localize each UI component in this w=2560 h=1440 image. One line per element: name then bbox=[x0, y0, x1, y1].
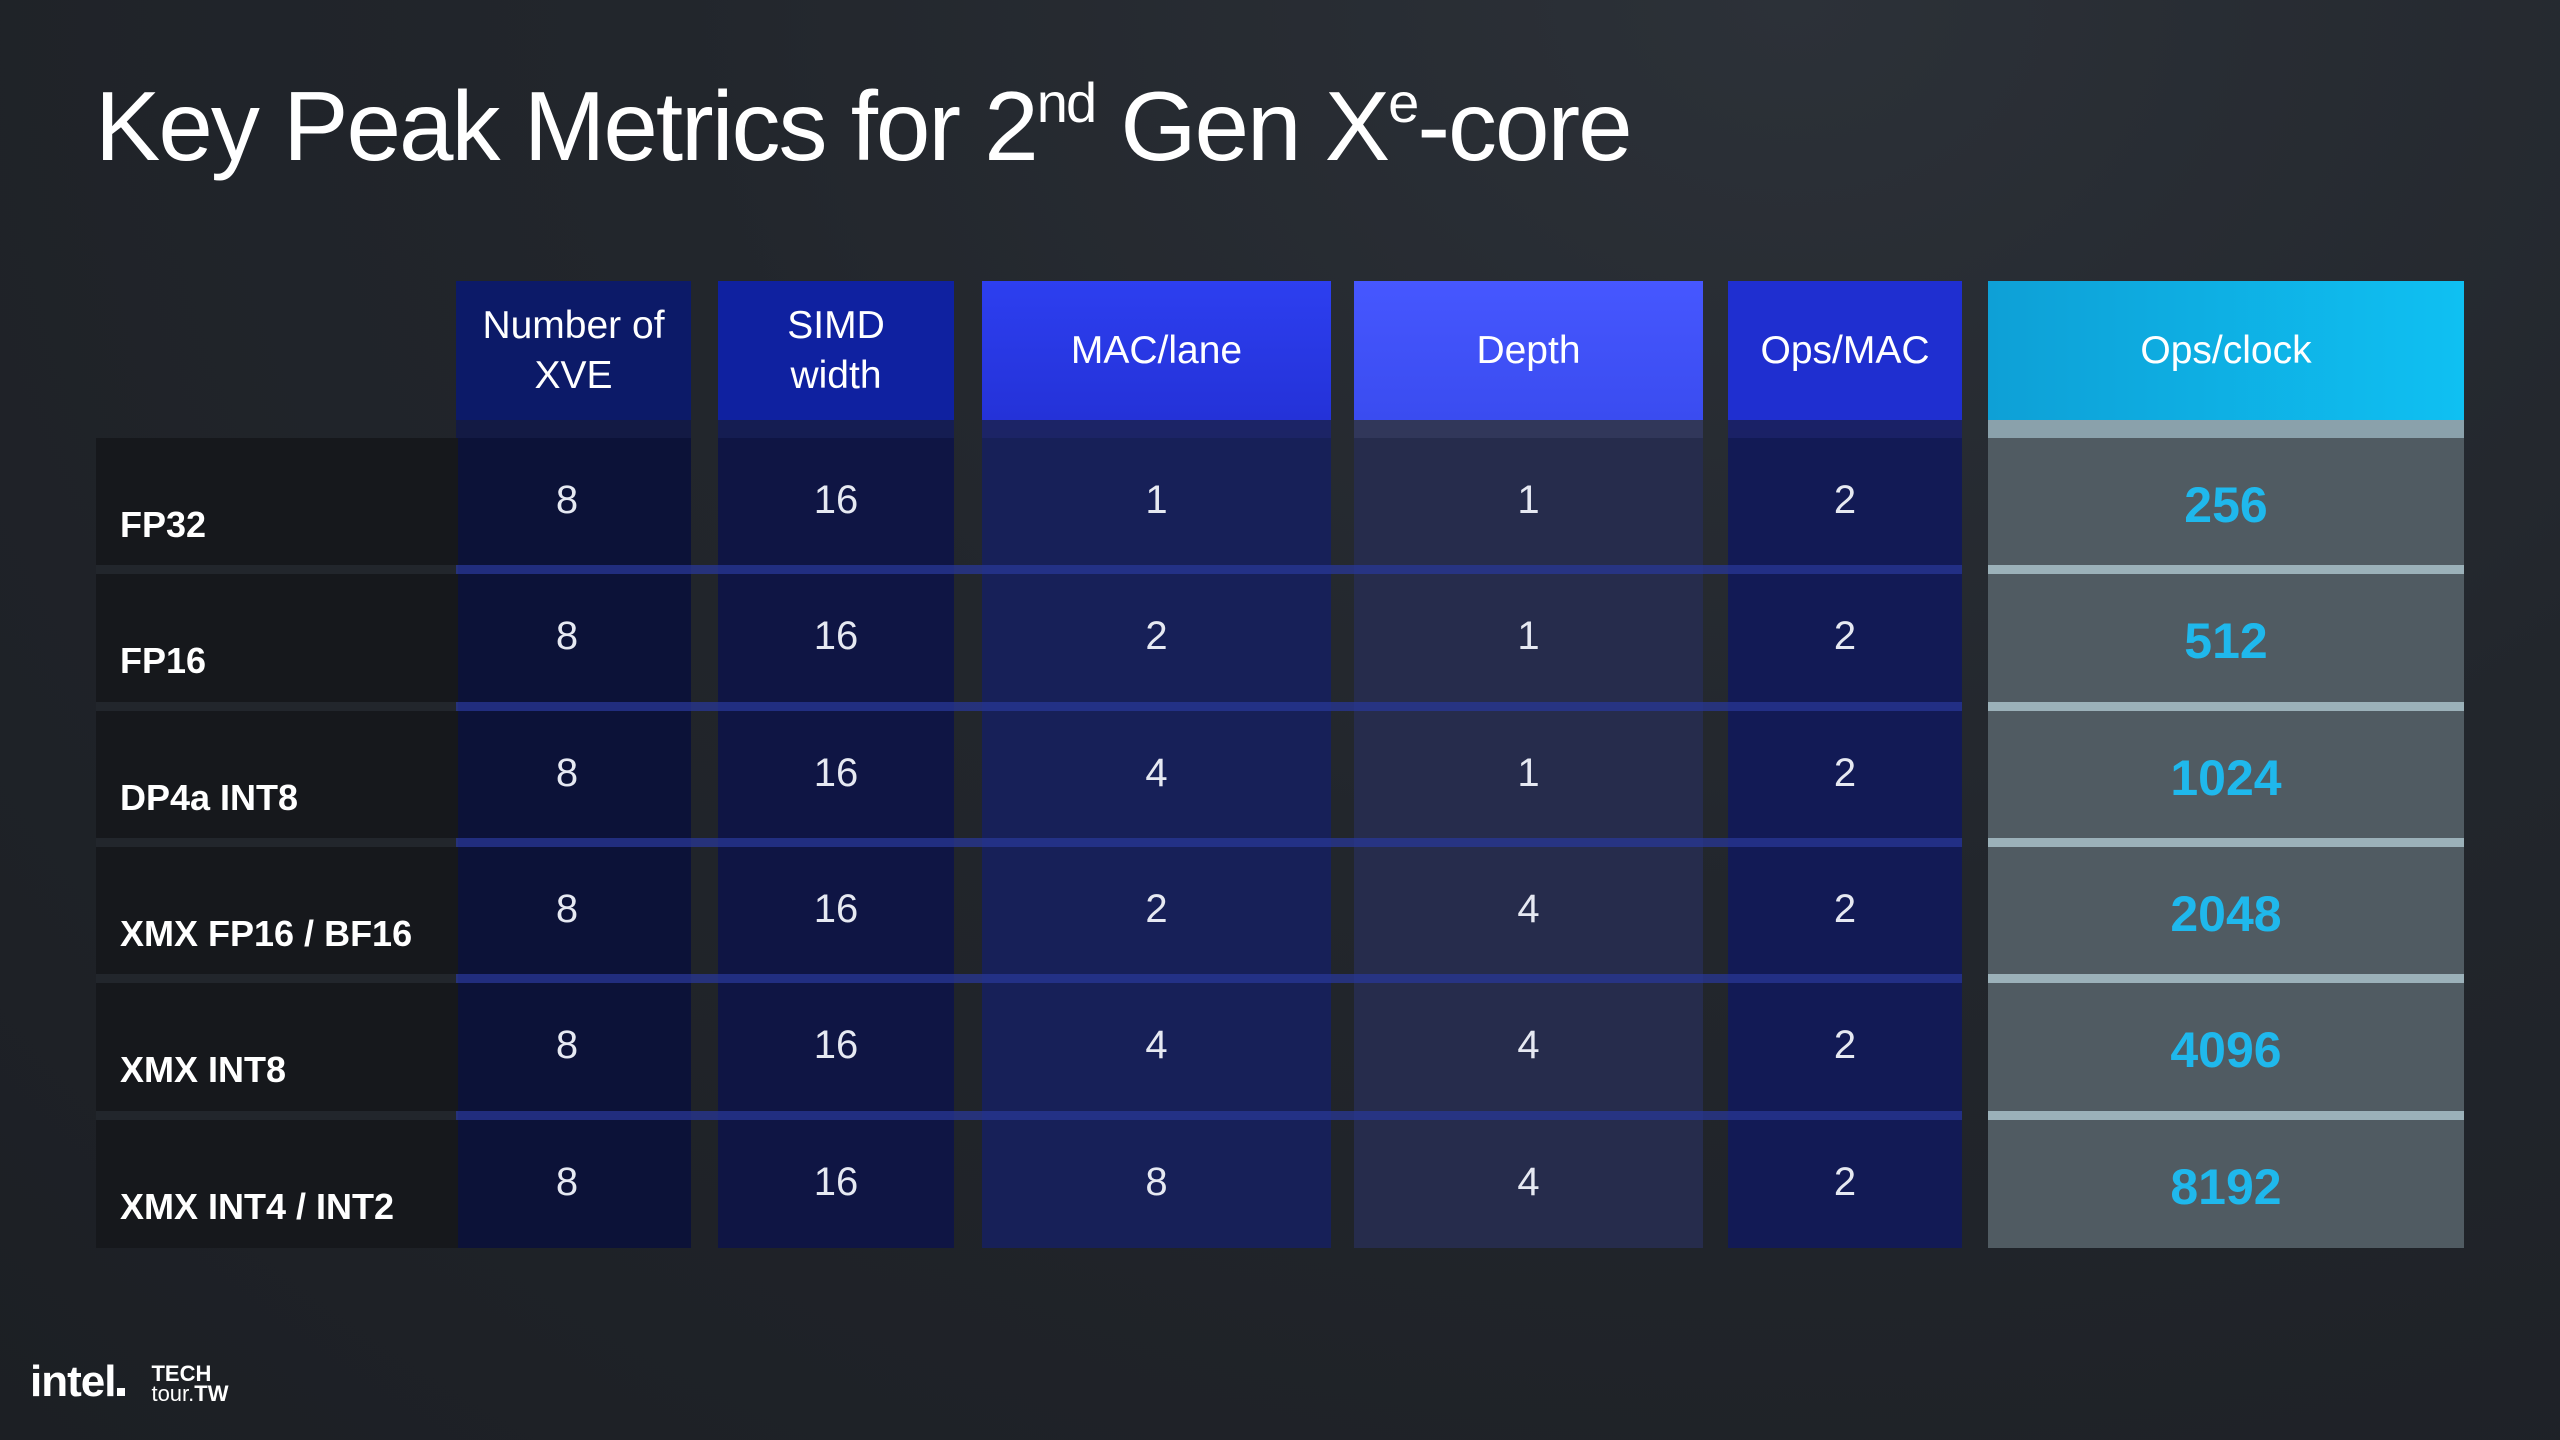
cell-ops-mac: 2 bbox=[1833, 751, 1857, 795]
header-strip bbox=[1988, 420, 2464, 438]
cell-xve: 8 bbox=[555, 614, 579, 658]
cell-xve: 8 bbox=[555, 887, 579, 931]
cell-simd: 16 bbox=[813, 478, 859, 522]
cell-mac-lane: 2 bbox=[1145, 887, 1168, 931]
header-ops-clock: Ops/clock bbox=[1988, 281, 2464, 420]
row-separator bbox=[96, 702, 458, 711]
header-number-of-xve: Number of XVE bbox=[456, 281, 691, 420]
cell-depth: 4 bbox=[1517, 1023, 1540, 1067]
cell-simd: 16 bbox=[813, 1023, 859, 1067]
row-separator bbox=[96, 838, 458, 847]
cell-mac-lane: 2 bbox=[1145, 614, 1168, 658]
cell-ops-mac: 2 bbox=[1833, 887, 1857, 931]
header-strip bbox=[1354, 420, 1703, 438]
cell-ops-clock: 2048 bbox=[2170, 886, 2282, 942]
row-separator bbox=[96, 974, 458, 983]
row-separator bbox=[1988, 974, 2464, 983]
cell-xve: 8 bbox=[555, 1160, 579, 1204]
row-separator bbox=[96, 565, 458, 574]
cell-ops-clock: 1024 bbox=[2170, 750, 2282, 806]
header-ops-mac: Ops/MAC bbox=[1728, 281, 1962, 420]
cell-simd: 16 bbox=[813, 1160, 859, 1204]
cell-depth: 1 bbox=[1517, 614, 1540, 658]
header-depth: Depth bbox=[1354, 281, 1703, 420]
cell-depth: 4 bbox=[1517, 1160, 1540, 1204]
header-strip bbox=[1728, 420, 1962, 438]
cell-mac-lane: 4 bbox=[1145, 751, 1168, 795]
cell-ops-clock: 4096 bbox=[2170, 1022, 2282, 1078]
header-strip bbox=[456, 420, 691, 438]
cell-ops-clock: 512 bbox=[2184, 613, 2268, 669]
cell-mac-lane: 1 bbox=[1145, 478, 1168, 522]
row-separator bbox=[96, 1111, 458, 1120]
header-simd-width: SIMD width bbox=[718, 281, 954, 420]
intel-logo: intel bbox=[30, 1360, 126, 1404]
cell-simd: 16 bbox=[813, 751, 859, 795]
cell-simd: 16 bbox=[813, 614, 859, 658]
row-label: XMX FP16 / BF16 bbox=[96, 847, 458, 974]
header-strip bbox=[718, 420, 954, 438]
row-separator bbox=[1988, 702, 2464, 711]
cell-depth: 1 bbox=[1517, 751, 1540, 795]
header-strip bbox=[982, 420, 1331, 438]
cell-xve: 8 bbox=[555, 478, 579, 522]
cell-mac-lane: 8 bbox=[1145, 1160, 1168, 1204]
row-separator bbox=[456, 838, 1962, 847]
cell-simd: 16 bbox=[813, 887, 859, 931]
cell-ops-mac: 2 bbox=[1833, 1160, 1857, 1204]
row-separator bbox=[456, 702, 1962, 711]
cell-ops-mac: 2 bbox=[1833, 1023, 1857, 1067]
row-separator bbox=[456, 974, 1962, 983]
row-separator bbox=[1988, 1111, 2464, 1120]
row-label: XMX INT8 bbox=[96, 983, 458, 1111]
row-label: DP4a INT8 bbox=[96, 711, 458, 838]
tech-tour-logo: TECH tour.TW bbox=[151, 1361, 229, 1406]
cell-ops-clock: 8192 bbox=[2170, 1159, 2282, 1215]
cell-ops-mac: 2 bbox=[1833, 614, 1857, 658]
slide-title: Key Peak Metrics for 2nd Gen Xe-core bbox=[95, 71, 1633, 181]
cell-mac-lane: 4 bbox=[1145, 1023, 1168, 1067]
row-separator bbox=[456, 1111, 1962, 1120]
row-separator bbox=[456, 565, 1962, 574]
cell-depth: 1 bbox=[1517, 478, 1540, 522]
intel-tech-tour-logo: intel TECH tour.TW bbox=[30, 1360, 229, 1406]
cell-ops-clock: 256 bbox=[2184, 477, 2268, 533]
cell-ops-mac: 2 bbox=[1833, 478, 1857, 522]
row-separator bbox=[1988, 838, 2464, 847]
cell-xve: 8 bbox=[555, 1023, 579, 1067]
row-label: XMX INT4 / INT2 bbox=[96, 1120, 458, 1248]
row-label: FP16 bbox=[96, 574, 458, 702]
cell-xve: 8 bbox=[555, 751, 579, 795]
row-separator bbox=[1988, 565, 2464, 574]
row-label: FP32 bbox=[96, 438, 458, 565]
header-mac-lane: MAC/lane bbox=[982, 281, 1331, 420]
cell-depth: 4 bbox=[1517, 887, 1540, 931]
